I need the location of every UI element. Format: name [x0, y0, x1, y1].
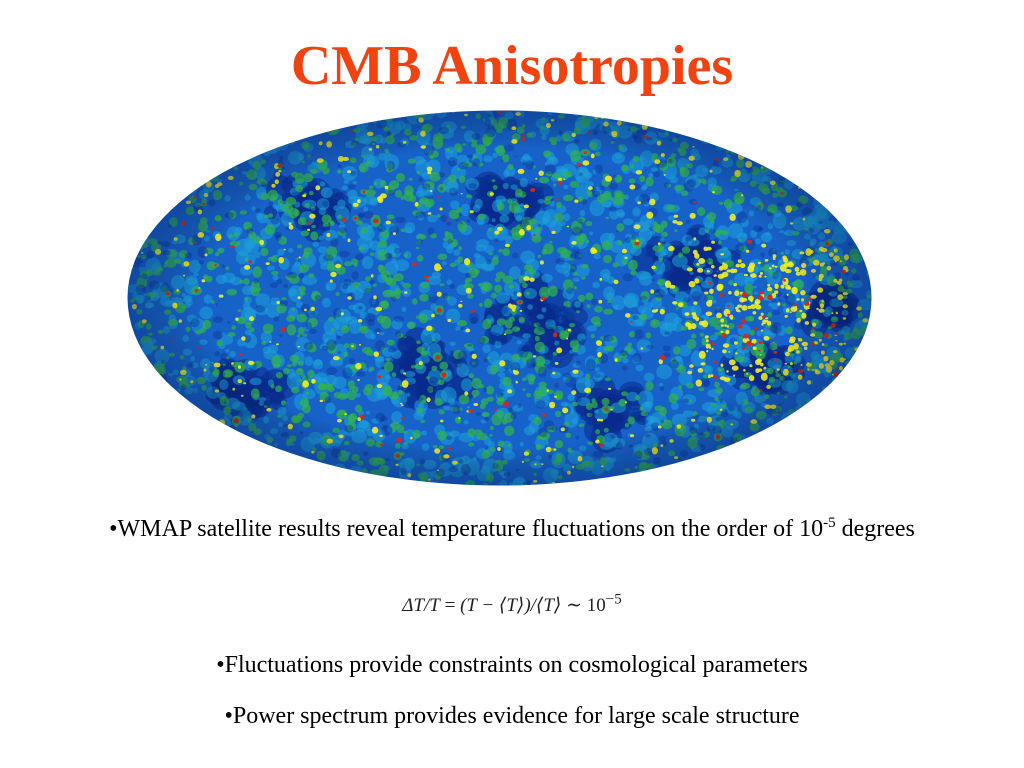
cmb-sky-map [127, 110, 872, 486]
temperature-fluctuation-formula: ΔT/T = (T − ⟨T⟩)/⟨T⟩ ∼ 10−5 [0, 591, 1024, 619]
formula-rhs: (T − ⟨T⟩)/⟨T⟩ [460, 595, 562, 616]
cmb-mollweide-map-image [127, 110, 872, 486]
formula-approx: ∼ [561, 595, 587, 616]
bullet-wmap-text: •WMAP satellite results reveal temperatu… [109, 516, 824, 542]
slide-title: CMB Anisotropies [290, 35, 734, 97]
bullet-wmap-results: •WMAP satellite results reveal temperatu… [80, 514, 944, 545]
formula-equals: = [439, 595, 461, 616]
formula-exponent: −5 [605, 591, 622, 608]
formula-base: 10 [586, 595, 606, 616]
bullet-constraints: •Fluctuations provide constraints on cos… [216, 652, 808, 678]
formula-lhs: ΔT/T [402, 595, 440, 616]
bullet-power-spectrum: •Power spectrum provides evidence for la… [224, 703, 800, 729]
bullet-wmap-text-end: degrees [835, 516, 915, 542]
bullet-wmap-exponent: -5 [823, 515, 836, 531]
